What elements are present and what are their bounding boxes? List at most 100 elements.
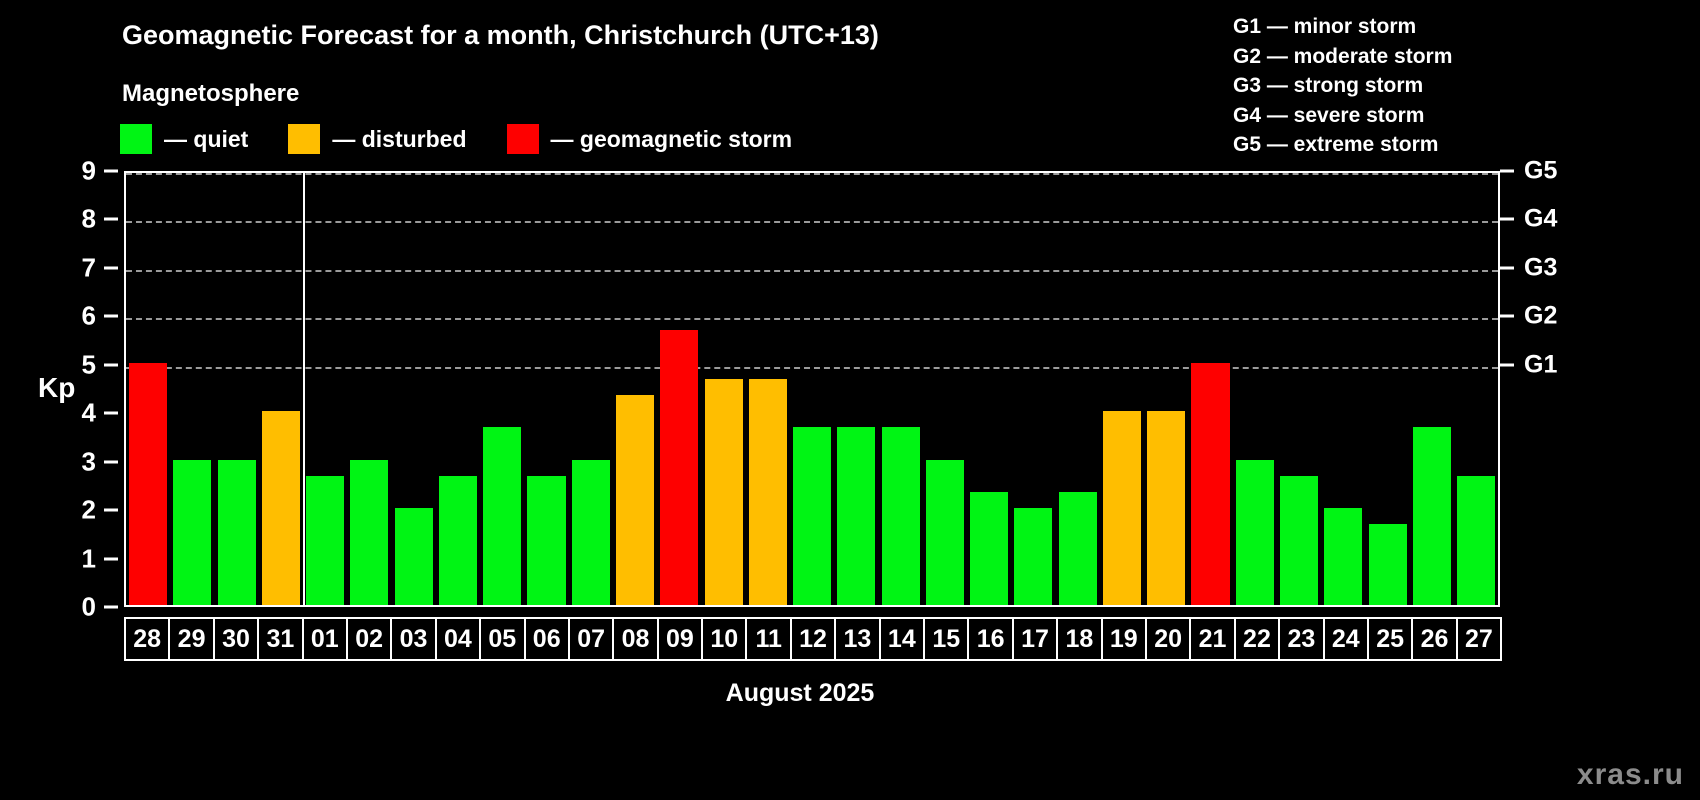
bar-cell[interactable] — [1011, 173, 1055, 605]
bar-10[interactable] — [704, 378, 743, 605]
chart-subtitle: Magnetosphere — [122, 80, 300, 107]
date-label-06[interactable]: 06 — [523, 617, 570, 661]
bar-18[interactable] — [1058, 492, 1097, 605]
bar-cell[interactable] — [1321, 173, 1365, 605]
bar-11[interactable] — [748, 378, 787, 605]
bar-21[interactable] — [1191, 362, 1230, 605]
date-label-07[interactable]: 07 — [567, 617, 615, 661]
bar-19[interactable] — [1102, 411, 1141, 605]
bar-cell[interactable] — [303, 173, 347, 605]
bar-22[interactable] — [1235, 459, 1274, 605]
bar-cell[interactable] — [1277, 173, 1321, 605]
bar-cell[interactable] — [1233, 173, 1277, 605]
bar-cell[interactable] — [1454, 173, 1498, 605]
bar-08[interactable] — [616, 395, 655, 605]
bar-cell[interactable] — [392, 173, 436, 605]
date-label-19[interactable]: 19 — [1100, 617, 1147, 661]
bar-24[interactable] — [1324, 508, 1363, 605]
bar-14[interactable] — [881, 427, 920, 605]
y-tick-label-1: 1 — [81, 543, 96, 574]
date-label-24[interactable]: 24 — [1322, 617, 1369, 661]
date-label-01[interactable]: 01 — [301, 617, 348, 661]
bar-13[interactable] — [837, 427, 876, 605]
bar-17[interactable] — [1014, 508, 1053, 605]
bar-cell[interactable] — [436, 173, 480, 605]
date-label-30[interactable]: 30 — [212, 617, 260, 661]
bar-cell[interactable] — [1100, 173, 1144, 605]
bar-cell[interactable] — [1410, 173, 1454, 605]
bar-cell[interactable] — [215, 173, 259, 605]
date-label-20[interactable]: 20 — [1144, 617, 1192, 661]
date-label-29[interactable]: 29 — [168, 617, 215, 661]
date-label-04[interactable]: 04 — [434, 617, 482, 661]
bar-cell[interactable] — [126, 173, 170, 605]
date-label-15[interactable]: 15 — [923, 617, 970, 661]
bar-31[interactable] — [261, 411, 300, 605]
storm-scale-line-4: G4 — severe storm — [1233, 103, 1425, 127]
bar-26[interactable] — [1412, 427, 1451, 605]
date-label-23[interactable]: 23 — [1278, 617, 1325, 661]
bar-01[interactable] — [306, 475, 345, 605]
bar-cell[interactable] — [259, 173, 303, 605]
date-label-21[interactable]: 21 — [1189, 617, 1236, 661]
bar-cell[interactable] — [1144, 173, 1188, 605]
bar-04[interactable] — [438, 475, 478, 605]
bar-cell[interactable] — [746, 173, 790, 605]
bar-02[interactable] — [350, 459, 389, 605]
date-label-13[interactable]: 13 — [834, 617, 881, 661]
date-label-17[interactable]: 17 — [1011, 617, 1059, 661]
date-label-03[interactable]: 03 — [390, 617, 437, 661]
date-label-09[interactable]: 09 — [656, 617, 704, 661]
date-label-02[interactable]: 02 — [345, 617, 393, 661]
bar-09[interactable] — [660, 330, 699, 605]
y-tick-mark-5 — [104, 363, 118, 367]
bar-05[interactable] — [483, 427, 522, 605]
bar-cell[interactable] — [170, 173, 214, 605]
bar-cell[interactable] — [524, 173, 568, 605]
bar-cell[interactable] — [967, 173, 1011, 605]
bar-cell[interactable] — [701, 173, 745, 605]
bar-cell[interactable] — [1365, 173, 1409, 605]
bar-03[interactable] — [394, 508, 433, 605]
y-tick-label-3: 3 — [81, 446, 96, 477]
bar-cell[interactable] — [834, 173, 878, 605]
bar-27[interactable] — [1457, 475, 1496, 605]
bar-29[interactable] — [173, 459, 212, 605]
bar-25[interactable] — [1368, 524, 1407, 605]
bar-cell[interactable] — [480, 173, 524, 605]
date-label-31[interactable]: 31 — [257, 617, 304, 661]
date-label-28[interactable]: 28 — [124, 617, 171, 661]
bar-cell[interactable] — [657, 173, 701, 605]
bar-cell[interactable] — [1188, 173, 1232, 605]
bar-cell[interactable] — [569, 173, 613, 605]
date-label-22[interactable]: 22 — [1233, 617, 1281, 661]
date-label-16[interactable]: 16 — [967, 617, 1014, 661]
y-tick-label-5: 5 — [81, 349, 96, 380]
date-label-26[interactable]: 26 — [1411, 617, 1458, 661]
bar-cell[interactable] — [879, 173, 923, 605]
bar-23[interactable] — [1280, 475, 1319, 605]
bar-07[interactable] — [571, 459, 610, 605]
date-label-14[interactable]: 14 — [878, 617, 926, 661]
date-label-12[interactable]: 12 — [789, 617, 837, 661]
bar-cell[interactable] — [347, 173, 391, 605]
date-label-05[interactable]: 05 — [479, 617, 526, 661]
bar-16[interactable] — [970, 492, 1009, 605]
bar-20[interactable] — [1147, 411, 1186, 605]
bar-cell[interactable] — [790, 173, 834, 605]
bar-15[interactable] — [925, 459, 964, 605]
date-label-27[interactable]: 27 — [1455, 617, 1503, 661]
bar-30[interactable] — [217, 459, 256, 605]
bar-28[interactable] — [129, 362, 168, 605]
storm-scale-line-1: G1 — minor storm — [1233, 15, 1417, 38]
date-label-11[interactable]: 11 — [745, 617, 792, 661]
date-label-08[interactable]: 08 — [612, 617, 659, 661]
bar-cell[interactable] — [613, 173, 657, 605]
date-label-25[interactable]: 25 — [1366, 617, 1414, 661]
bar-cell[interactable] — [923, 173, 967, 605]
date-label-18[interactable]: 18 — [1056, 617, 1103, 661]
bar-cell[interactable] — [1056, 173, 1100, 605]
date-label-10[interactable]: 10 — [701, 617, 748, 661]
bar-06[interactable] — [527, 475, 566, 605]
bar-12[interactable] — [793, 427, 832, 605]
